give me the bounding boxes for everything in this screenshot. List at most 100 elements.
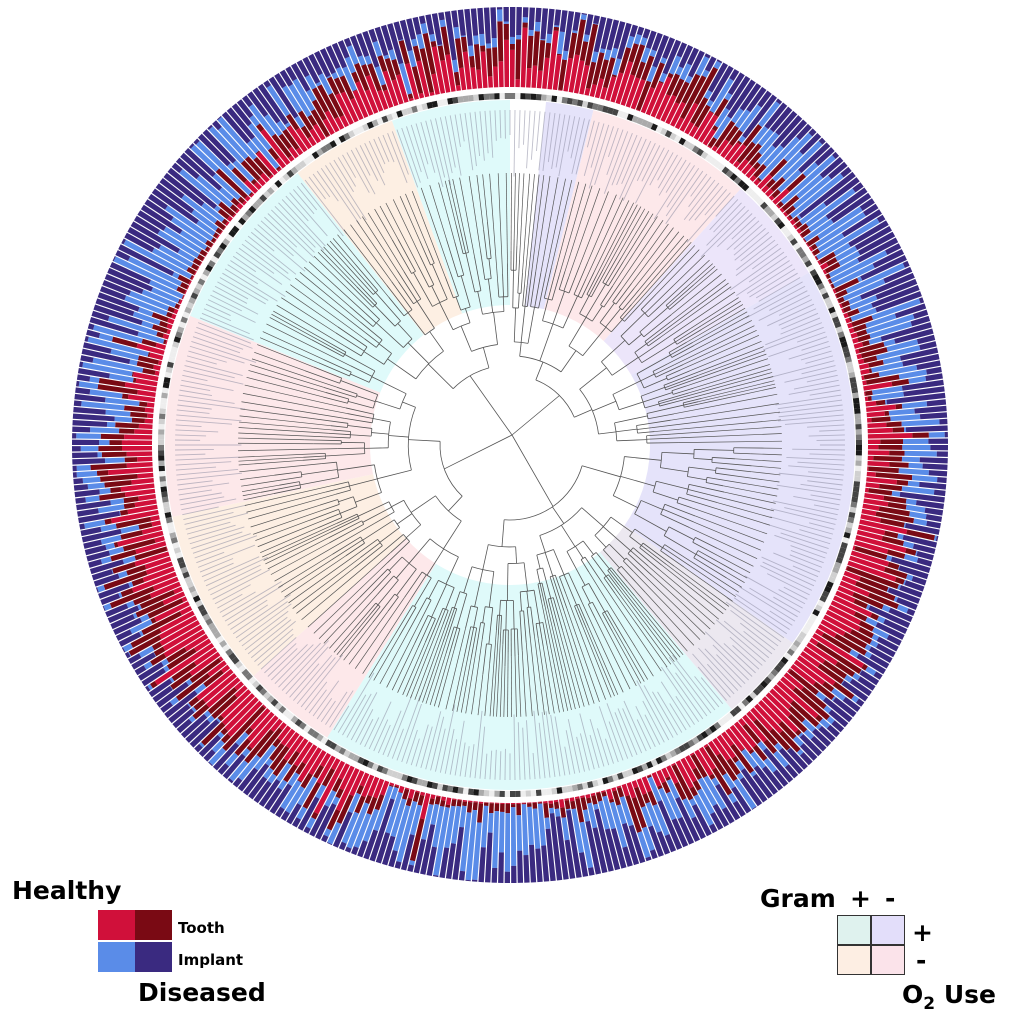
tree-branch [482, 606, 486, 623]
sample-bar-segment [429, 798, 435, 805]
taxon-label-mark [212, 290, 259, 315]
tree-branch [617, 569, 628, 582]
sample-bar-segment [118, 244, 175, 276]
tree-branch [660, 467, 689, 473]
sample-bar-segment [220, 733, 231, 744]
taxon-label-mark [686, 192, 731, 243]
sample-bar-segment [362, 30, 380, 68]
sample-bar-segment [253, 181, 262, 190]
sample-bar-segment [137, 355, 159, 365]
sample-bar-segment [886, 587, 890, 593]
tree-branch [515, 546, 517, 564]
sample-bar-segment [600, 17, 613, 50]
tree-branch [601, 340, 626, 363]
gray-ring-cell [329, 140, 337, 148]
tree-branch [402, 401, 416, 408]
tree-branch [618, 401, 644, 411]
sample-bar-segment [738, 718, 747, 727]
taxon-label-mark [653, 162, 691, 220]
gray-ring-cell [510, 790, 516, 797]
tree-branch [608, 543, 626, 560]
clade-sector [543, 110, 741, 341]
sample-bar-segment [84, 519, 106, 529]
tree-branch [304, 266, 351, 307]
tree-branch [694, 449, 734, 451]
taxon-label-mark [489, 110, 494, 158]
tree-branch [636, 425, 638, 434]
sample-bar-segment [916, 360, 941, 370]
gray-ring-cell [225, 233, 234, 242]
tree-branch [639, 307, 669, 333]
sample-bar-segment [828, 709, 849, 728]
gray-ring-cell [159, 408, 166, 414]
sample-bar-segment [657, 800, 683, 850]
sample-bar-segment [326, 842, 333, 846]
sample-bar-segment [841, 300, 851, 308]
sample-bar-segment [906, 529, 936, 541]
tree-branch [468, 176, 481, 251]
sample-bar-segment [616, 22, 632, 60]
sample-bar-segment [721, 731, 734, 747]
sample-bar-segment [820, 262, 829, 270]
taxon-label-mark [192, 533, 251, 554]
sample-bar-segment [553, 25, 560, 28]
sample-bar-segment [839, 303, 843, 309]
tree-branch [632, 547, 660, 570]
tree-branch [612, 625, 645, 682]
sample-bar-segment [646, 774, 652, 779]
sample-bar-segment [775, 110, 798, 136]
tree-branch [526, 591, 530, 608]
sample-bar-segment [240, 160, 261, 181]
sample-bar-segment [604, 828, 621, 871]
taxon-label-mark [801, 341, 829, 351]
tree-branch [365, 313, 377, 324]
legend-implant-label: Implant [178, 951, 244, 969]
tree-branch [471, 639, 483, 715]
gray-ring-cell [660, 127, 668, 136]
gray-ring-cell [248, 205, 257, 214]
taxon-label-mark [241, 610, 289, 647]
taxon-label-mark [373, 138, 386, 165]
sample-bar-segment [515, 79, 520, 88]
taxon-label-mark [736, 260, 790, 296]
sample-bar-segment [793, 216, 800, 223]
sample-bar-segment [704, 53, 711, 59]
sample-bar-segment [190, 144, 220, 172]
clade-sector [327, 552, 732, 790]
sample-bar-segment [163, 226, 202, 254]
tree-branch [493, 312, 498, 345]
tree-branch [357, 606, 381, 635]
gray-ring-cell [729, 708, 738, 717]
sample-bar-segment [765, 188, 774, 197]
tree-branch [608, 574, 622, 593]
sample-bar-segment [275, 165, 281, 171]
sample-bar-segment [902, 534, 938, 548]
sample-bar-segment [132, 612, 138, 619]
sample-bar-segment [466, 801, 473, 813]
sample-bar-segment [540, 39, 546, 41]
gray-ring-cell [556, 787, 563, 794]
sample-bar-segment [867, 422, 887, 428]
sample-bar-segment [315, 81, 322, 87]
tree-branch [535, 379, 575, 418]
taxon-label-mark [175, 424, 202, 427]
gray-ring-cell [826, 580, 834, 589]
tree-branch [488, 258, 492, 279]
tree-branch [667, 370, 690, 381]
sample-bar-segment [431, 46, 446, 94]
sample-bar-segment [748, 152, 762, 167]
tree-branch [663, 535, 697, 555]
swatch-diseased-implant [135, 942, 172, 972]
sample-bar-segment [587, 867, 595, 876]
sample-bar-segment [491, 867, 498, 883]
sample-bar-segment [138, 630, 144, 637]
sample-bar-segment [601, 791, 607, 797]
sample-bar-segment [100, 433, 125, 440]
tree-branch [337, 447, 365, 450]
gray-ring-cell [852, 486, 860, 493]
sample-bar-segment [563, 57, 574, 92]
tree-branch [536, 549, 554, 556]
sample-bar-segment [720, 143, 733, 158]
sample-bar-segment [317, 84, 339, 119]
tree-branch [526, 174, 540, 286]
